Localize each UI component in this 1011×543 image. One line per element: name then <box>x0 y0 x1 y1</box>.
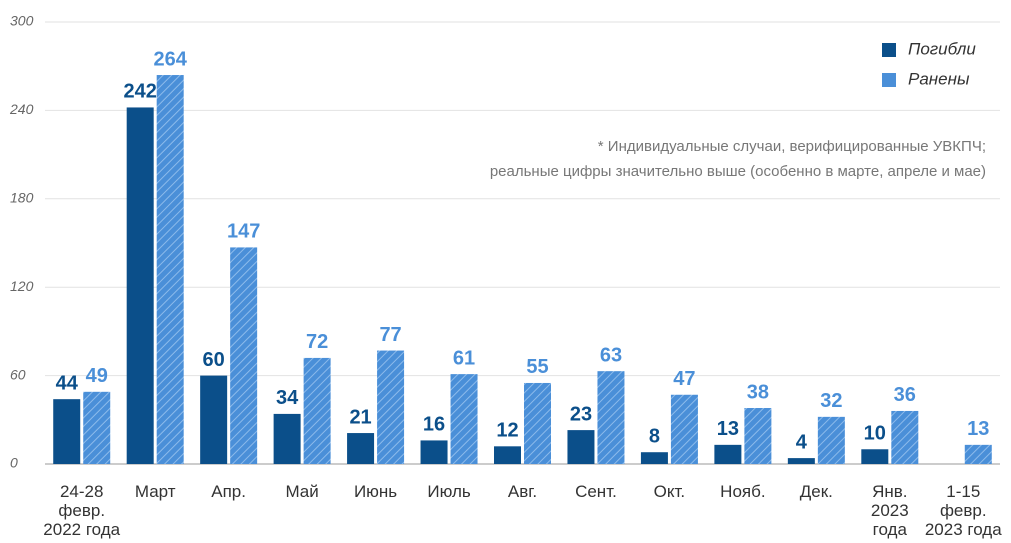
x-tick-label: Апр. <box>211 482 246 501</box>
bar <box>200 375 228 464</box>
value-label: 36 <box>894 384 916 406</box>
y-tick-label: 60 <box>10 366 26 382</box>
x-tick-label: Сент. <box>575 482 617 501</box>
value-label: 63 <box>600 344 622 366</box>
legend-swatch <box>882 43 896 57</box>
value-label: 55 <box>526 356 548 378</box>
bar <box>787 458 815 464</box>
value-label: 264 <box>154 48 188 70</box>
value-label: 60 <box>203 349 225 371</box>
y-tick-label: 180 <box>10 190 34 206</box>
bar <box>83 391 111 464</box>
value-label: 44 <box>56 372 79 394</box>
bar <box>230 247 258 464</box>
bar <box>494 446 521 464</box>
value-label: 47 <box>673 368 695 390</box>
x-tick-label: Март <box>134 482 176 501</box>
note: реальные цифры значительно выше (особенн… <box>490 163 986 180</box>
bar <box>126 107 154 464</box>
bar <box>670 394 698 464</box>
x-tick-label: Июнь <box>353 482 398 501</box>
legend-label: Погибли <box>908 39 976 58</box>
value-label: 242 <box>124 81 157 103</box>
value-label: 16 <box>423 414 445 436</box>
legend-label: Ранены <box>908 69 970 88</box>
legend-swatch <box>882 73 896 87</box>
x-tick-label: Нояб. <box>720 482 766 501</box>
value-label: 10 <box>864 423 886 445</box>
x-tick-label: Окт. <box>653 482 686 501</box>
bar <box>156 75 184 464</box>
x-tick-label: Июль <box>427 482 471 501</box>
value-label: 8 <box>649 425 660 447</box>
value-label: 12 <box>496 420 518 442</box>
bar <box>744 408 772 464</box>
y-tick-label: 0 <box>10 455 18 471</box>
bar <box>964 444 992 464</box>
x-tick-label: 24-28 февр. 2022 года <box>43 482 121 539</box>
value-label: 23 <box>570 403 592 425</box>
value-label: 77 <box>379 324 401 346</box>
value-label: 38 <box>747 381 769 403</box>
x-tick-label: Май <box>285 482 319 501</box>
bar <box>567 430 595 464</box>
value-label: 72 <box>306 331 328 353</box>
value-label: 21 <box>349 406 371 428</box>
value-label: 61 <box>453 347 475 369</box>
bar <box>817 416 845 464</box>
bar <box>53 399 81 464</box>
y-tick-label: 300 <box>10 13 34 29</box>
bar <box>347 433 375 464</box>
value-label: 49 <box>86 365 108 387</box>
bar <box>420 440 448 464</box>
value-label: 13 <box>717 418 739 440</box>
bar <box>273 413 301 464</box>
bar <box>640 452 668 464</box>
x-tick-label: Авг. <box>507 482 538 501</box>
x-tick-label: 1-15 февр. 2023 года <box>924 482 1002 539</box>
x-tick-label: Дек. <box>799 482 833 501</box>
value-label: 13 <box>967 418 989 440</box>
bar <box>714 444 742 464</box>
bar <box>861 449 889 464</box>
bar <box>597 371 625 464</box>
note: * Индивидуальные случаи, верифицированны… <box>598 138 986 155</box>
bar <box>377 350 405 464</box>
value-label: 147 <box>227 221 260 243</box>
value-label: 34 <box>276 387 299 409</box>
value-label: 32 <box>820 390 842 412</box>
bar <box>891 410 919 464</box>
value-label: 4 <box>796 431 808 453</box>
x-tick-label: Янв. 2023 года <box>870 482 909 539</box>
bar <box>303 357 331 464</box>
bar <box>524 382 551 464</box>
y-tick-label: 240 <box>9 101 34 117</box>
bar <box>450 374 478 464</box>
y-tick-label: 120 <box>10 278 34 294</box>
